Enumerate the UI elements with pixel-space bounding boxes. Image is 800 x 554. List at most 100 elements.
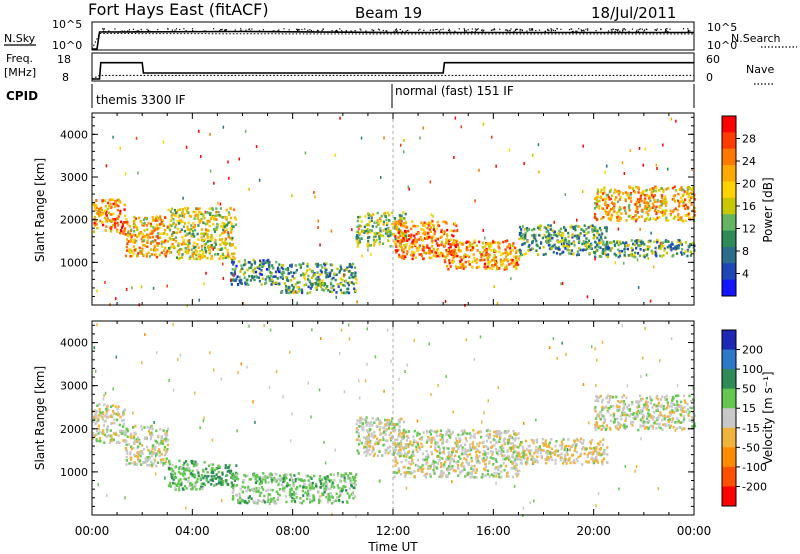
echo-cell: [117, 223, 120, 227]
echo-cell: [416, 450, 419, 454]
echo-cell: [140, 237, 143, 241]
echo-cell: [242, 273, 245, 276]
echo-cell: [252, 500, 255, 503]
echo-cell: [478, 251, 482, 254]
echo-cell: [494, 260, 497, 264]
echo-cell: [286, 482, 289, 485]
echo-cell: [386, 211, 389, 215]
echo-cell: [211, 257, 214, 260]
echo-cell: [652, 204, 655, 208]
echo-cell: [475, 261, 478, 264]
echo-cell: [383, 430, 386, 434]
noise-scatter-point: [506, 29, 508, 31]
echo-cell: [305, 271, 308, 275]
echo-cell: [286, 483, 289, 487]
echo-cell: [480, 430, 483, 433]
echo-cell: [661, 209, 664, 213]
echo-cell: [454, 244, 457, 247]
noise-scatter-point: [571, 28, 573, 30]
echo-cell: [492, 457, 496, 460]
echo-cell: [451, 430, 454, 434]
echo-cell: [130, 228, 133, 232]
echo-cell: [193, 217, 196, 220]
echo-cell: [396, 452, 399, 456]
echo-cell: [596, 243, 599, 247]
echo-cell: [635, 200, 638, 204]
echo-cell: [126, 222, 129, 226]
noise-scatter-point: [467, 29, 469, 31]
echo-cell: [116, 217, 119, 220]
echo-cell: [260, 481, 263, 484]
echo-cell: [129, 240, 132, 243]
echo-cell: [206, 240, 209, 243]
echo-cell: [651, 206, 654, 209]
echo-cell: [149, 222, 152, 226]
echo-cell: [645, 194, 648, 197]
echo-cell: [689, 254, 692, 257]
echo-cell: [517, 258, 521, 261]
echo-cell: [450, 253, 453, 257]
echo-cell: [473, 241, 476, 244]
echo-cell: [233, 252, 236, 255]
echo-cell: [310, 269, 313, 273]
echo-cell: [195, 464, 198, 467]
echo-cell: [485, 253, 488, 257]
echo-cell: [473, 239, 476, 242]
echo-cell: [200, 482, 203, 486]
noise-scatter-point: [127, 30, 129, 32]
echo-cell: [424, 476, 428, 479]
echo-cell: [434, 461, 437, 464]
echo-cell: [589, 247, 592, 250]
echo-cell: [128, 462, 131, 465]
echo-cell: [434, 239, 437, 242]
echo-cell: [302, 494, 305, 497]
echo-cell: [365, 437, 368, 440]
echo-cell: [329, 473, 332, 476]
echo-cell: [393, 240, 396, 244]
echo-cell: [289, 478, 292, 482]
noise-scatter-point: [336, 29, 338, 31]
echo-cell: [525, 227, 528, 230]
echo-cell: [200, 232, 203, 236]
echo-speckle: [667, 167, 669, 171]
echo-cell: [293, 277, 296, 280]
echo-cell: [646, 207, 649, 211]
noise-scatter-point: [471, 28, 473, 30]
echo-cell: [229, 206, 232, 210]
echo-cell: [111, 404, 114, 407]
echo-cell: [133, 453, 136, 457]
echo-cell: [414, 243, 417, 246]
echo-speckle: [124, 172, 127, 176]
echo-cell: [574, 228, 577, 232]
echo-cell: [267, 268, 270, 272]
echo-cell: [487, 263, 490, 266]
echo-cell: [203, 474, 206, 478]
echo-cell: [394, 235, 397, 238]
echo-cell: [651, 190, 654, 194]
echo-cell: [205, 242, 208, 245]
echo-cell: [258, 492, 262, 495]
echo-cell: [265, 489, 268, 493]
echo-cell: [431, 239, 434, 243]
echo-cell: [137, 453, 140, 456]
echo-cell: [422, 257, 425, 261]
echo-cell: [329, 492, 332, 495]
echo-cell: [232, 497, 235, 500]
echo-cell: [190, 459, 193, 463]
echo-cell: [618, 206, 621, 209]
echo-cell: [499, 446, 502, 449]
echo-cell: [269, 488, 272, 492]
echo-cell: [149, 242, 152, 245]
echo-cell: [111, 218, 114, 221]
echo-cell: [191, 253, 194, 257]
echo-cell: [273, 476, 276, 480]
echo-cell: [629, 196, 632, 200]
echo-speckle: [228, 176, 230, 180]
echo-cell: [145, 437, 148, 440]
echo-speckle: [313, 190, 315, 194]
echo-cell: [403, 465, 406, 469]
echo-cell: [124, 214, 127, 218]
echo-cell: [113, 223, 116, 227]
echo-cell: [279, 477, 282, 481]
echo-cell: [451, 465, 454, 468]
